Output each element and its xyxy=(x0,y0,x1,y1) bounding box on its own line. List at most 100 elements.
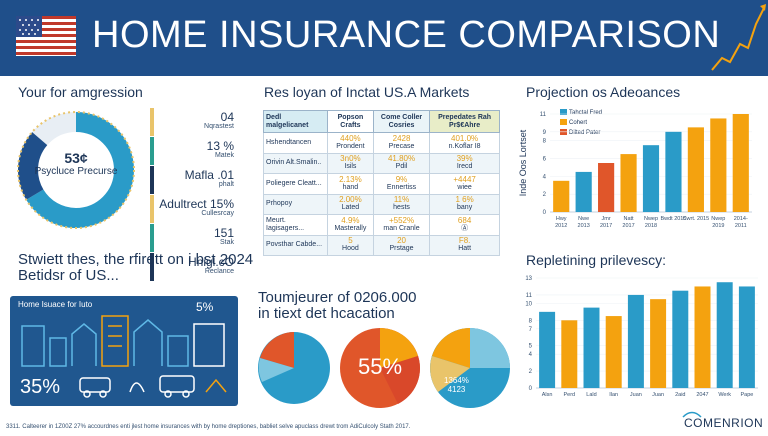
metric-value: 04 xyxy=(220,110,234,124)
table-row: Meurt. Iagisagers... 4.9% Masterally +552… xyxy=(263,214,500,236)
brand-logo: COMENRION xyxy=(684,416,764,430)
bar xyxy=(650,299,667,388)
table-cell: 4.9% Masterally xyxy=(327,214,374,236)
metric-item: 13 % Matek xyxy=(150,137,242,165)
y-tick-label: 8 xyxy=(529,318,533,324)
cell-note: Lated xyxy=(341,204,360,212)
cell-value: 39% xyxy=(456,154,473,164)
bar xyxy=(539,311,556,388)
pie-heading-line2: in tiext det hcacation xyxy=(258,305,395,322)
y-tick-label: 6 xyxy=(543,157,547,163)
x-tick-label: 2011 xyxy=(735,223,747,229)
cell-value: 1 6% xyxy=(455,195,474,205)
cell-value: +552% xyxy=(388,215,415,225)
pie-section-heading: Toumjeurer of 0206.000 in tiext det hcac… xyxy=(258,290,416,322)
cell-value: 2.13% xyxy=(339,174,362,184)
x-tick-label: 2019 xyxy=(712,223,724,229)
table-cell: 2428 Precase xyxy=(372,132,431,154)
y-tick-label: 2 xyxy=(529,369,533,375)
replenishing-bar-chart: 0 2 4 5 7 8 10 11 13 Alsn Perd Lald Ilan Juan Juan 2aid… xyxy=(525,276,758,398)
table-header-cell: Popson Crafts xyxy=(327,110,374,133)
bar xyxy=(710,118,727,212)
metric-value: 151 xyxy=(213,226,234,240)
cell-note: Irecd xyxy=(456,163,473,171)
table-cell: 440% Prondent xyxy=(327,132,374,154)
metric-value: Hnigl.cO xyxy=(187,255,234,269)
cell-value: 440% xyxy=(340,133,361,143)
cell-value: 684 xyxy=(457,215,472,225)
x-tick-label: Lald xyxy=(586,392,596,398)
x-tick-label: Werk xyxy=(718,392,731,398)
metric-item: Hnigl.cO Reclance xyxy=(150,253,242,281)
donut-value: 53¢ xyxy=(64,150,88,166)
footer-note: 3311. Calteerer in 1Z00Z 27% accourdnes … xyxy=(6,424,411,430)
x-tick-label: Nwep xyxy=(644,216,658,222)
cell-note: Precase xyxy=(388,142,415,150)
replenishing-title: Repletining prilevescy: xyxy=(526,252,667,268)
bar xyxy=(575,171,592,212)
metric-label: Matek xyxy=(214,152,234,159)
y-tick-label: 4 xyxy=(529,352,533,358)
markets-table: Dedl malgelicanet Popson Crafts Come Col… xyxy=(263,110,500,256)
donut-label: Psycluce Precurse xyxy=(34,166,118,177)
y-tick-label: 4 xyxy=(543,174,547,180)
table-header-cell: Come Coller Cosries xyxy=(372,110,431,133)
legend-item: Cohert xyxy=(560,118,602,128)
legend-label: Tahctal Fred xyxy=(569,110,603,116)
x-tick-label: 2013 xyxy=(578,223,590,229)
cell-note: Ennertiss xyxy=(386,183,417,191)
x-tick-label: Nwe xyxy=(578,216,589,222)
cell-note: man Cranle xyxy=(383,224,420,232)
table-row: Hshendtancen 440% Prondent 2428 Precase 40… xyxy=(263,132,500,154)
bar xyxy=(672,290,689,388)
cell-note: Prstage xyxy=(389,245,414,253)
y-tick-label: 9 xyxy=(543,130,547,136)
y-tick-label: 11 xyxy=(540,112,547,118)
cell-value: 4.9% xyxy=(341,215,360,225)
city-skyline-icon xyxy=(21,315,227,398)
cell-value: 3n0% xyxy=(340,154,361,164)
metric-label: Reclance xyxy=(204,268,234,275)
metric-item: Mafla .01 phalt xyxy=(150,166,242,194)
x-tick-label: 2047 xyxy=(696,392,708,398)
pie-heading-line1: Toumjeurer of 0206.000 xyxy=(258,289,417,306)
bar xyxy=(687,127,704,212)
chart-legend: Tahctal Fred Cohert Dilted Pater xyxy=(560,108,602,138)
y-tick-label: 0 xyxy=(543,210,547,216)
donut-chart xyxy=(17,111,135,229)
metric-label: Nqrastest xyxy=(204,123,234,130)
x-tick-label: Juan xyxy=(630,392,642,398)
y-tick-label: 13 xyxy=(525,276,532,282)
legend-label: Dilted Pater xyxy=(569,130,601,136)
cell-value: 9% xyxy=(395,174,408,184)
illustration-label: Home Isuace for Iuto xyxy=(18,300,93,309)
table-cell: 684 Ⓐ xyxy=(429,214,500,236)
table-row: Prhopoy 2.00% Lated 11% hests 1 6% bany xyxy=(263,193,500,215)
illustration-percent-top: 5% xyxy=(196,300,214,314)
metric-value: Adultrect 15% xyxy=(159,197,234,211)
cell-note: Prondent xyxy=(336,142,365,150)
table-cell: 2.00% Lated xyxy=(327,193,374,215)
x-tick-label: 2017 xyxy=(622,223,634,229)
table-cell: 2.13% hand xyxy=(327,173,374,195)
cell-note: Isils xyxy=(344,163,357,171)
table-cell: Meurt. Iagisagers... xyxy=(263,214,328,236)
bar xyxy=(716,282,733,388)
cell-note: wiee xyxy=(457,183,472,191)
trend-line-icon xyxy=(711,4,766,71)
pie-chart-right xyxy=(430,328,510,408)
bar xyxy=(561,320,578,388)
cell-note: Ⓐ xyxy=(461,224,469,232)
cell-note: bany xyxy=(457,204,473,212)
bar xyxy=(738,286,755,388)
cell-note: Hood xyxy=(342,245,359,253)
cell-value: 2428 xyxy=(392,133,411,143)
x-tick-label: 2014- xyxy=(734,216,748,222)
table-header-cell: Dedl malgelicanet xyxy=(263,110,328,133)
metric-label: phalt xyxy=(218,181,234,188)
pie-middle-value: 55% xyxy=(357,354,403,379)
table-row: Poliegere Cleatt... 2.13% hand 9% Ennertis… xyxy=(263,173,500,195)
left-panel-title: Your for amgression xyxy=(18,84,143,100)
cell-note: hests xyxy=(393,204,410,212)
pie-right-label2: 4123 xyxy=(447,385,466,394)
